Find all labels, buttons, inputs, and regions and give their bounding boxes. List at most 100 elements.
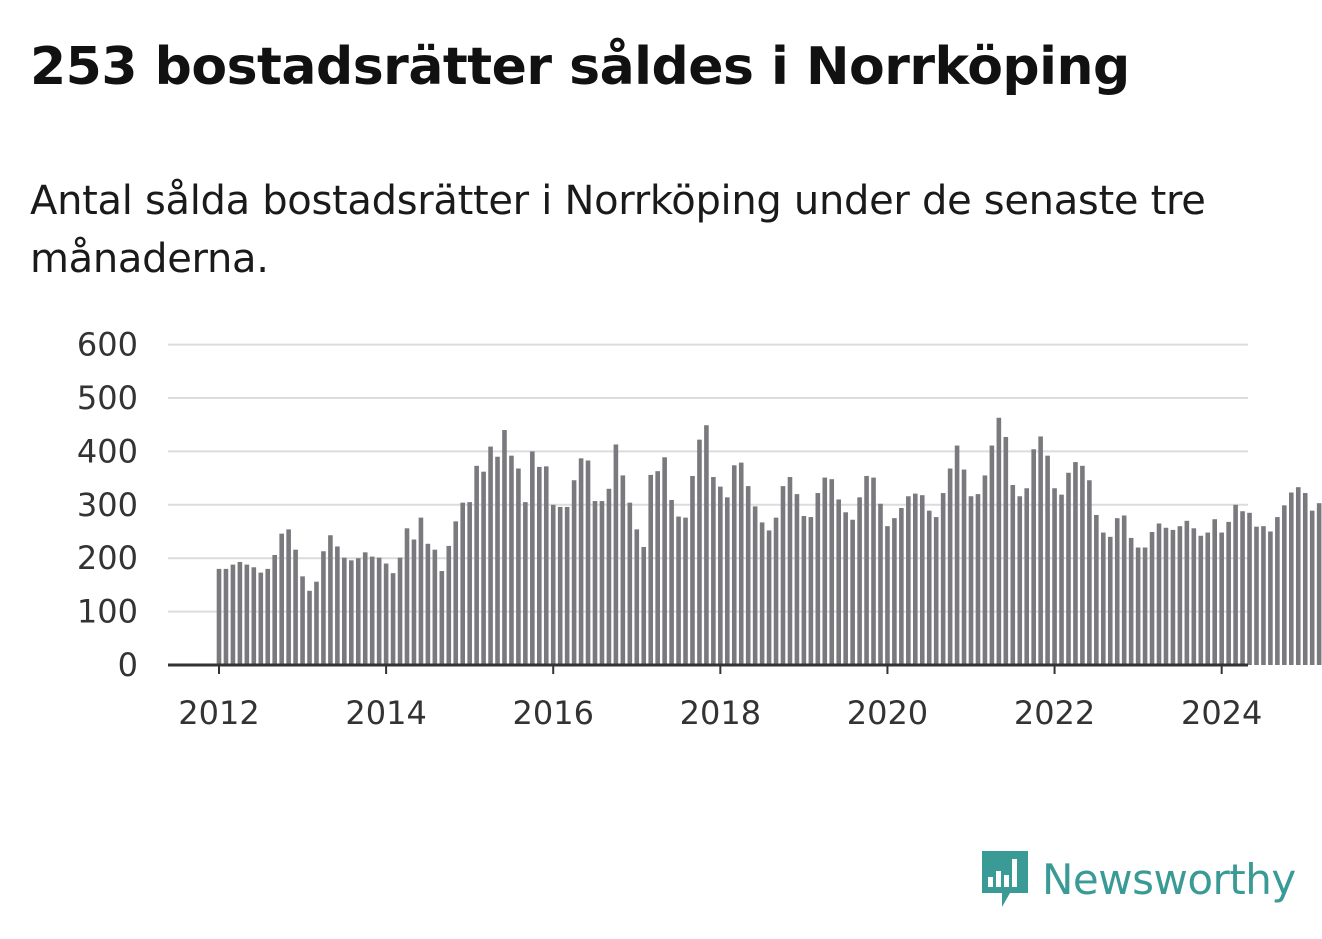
bar [975,494,981,665]
bar [251,567,257,665]
bar [1233,504,1238,665]
bar [766,530,772,665]
chart-subtitle: Antal sålda bostadsrätter i Norrköping u… [30,178,1206,282]
bar [1052,488,1057,665]
bar [731,465,737,665]
x-tick-label: 2012 [178,694,259,732]
bar [836,499,842,665]
bar [550,504,556,665]
x-tick-label: 2014 [345,694,426,732]
bar [467,502,472,665]
bar [947,468,953,665]
bar [314,581,319,665]
bar [585,460,591,665]
bar [411,539,417,665]
bar [1309,510,1315,665]
bar [237,561,243,665]
y-tick-label: 400 [77,432,138,470]
bar [794,494,800,665]
bar [1066,472,1071,665]
x-tick-label: 2022 [1014,694,1095,732]
bar [1128,537,1134,665]
bar [1316,503,1322,665]
bar [1094,514,1099,665]
bar [286,529,291,665]
bar [1212,519,1218,665]
bar [390,573,396,665]
bar [1024,488,1030,665]
bar [655,471,660,665]
bar [815,493,821,665]
bar [1073,462,1078,665]
bar [1149,532,1155,665]
bar [216,568,222,665]
bar [1142,547,1148,665]
bar [571,480,577,665]
bar [738,462,744,665]
bar [1101,532,1106,665]
bar [906,496,911,665]
bar [481,471,486,665]
bar [1170,529,1176,665]
bar [1059,494,1064,665]
x-tick-label: 2020 [847,694,928,732]
bar [1205,532,1211,665]
y-tick-label: 300 [77,486,138,524]
bar [557,506,563,665]
y-tick-label: 0 [118,646,138,684]
bar [648,474,654,665]
bar [808,517,814,665]
bar [460,502,466,665]
bar [801,516,807,665]
y-tick-label: 600 [77,326,138,364]
bar [418,517,424,665]
bar [725,497,730,665]
bar [265,568,271,665]
bar [592,501,598,665]
bar [996,417,1002,665]
bar [509,455,514,665]
bar [857,497,862,665]
bar [349,560,354,665]
bar [599,501,605,665]
bar [1191,528,1197,665]
bar [543,466,549,665]
bar [1087,480,1092,665]
bar [1114,518,1120,665]
bar [627,502,633,665]
x-tick-label: 2016 [513,694,594,732]
bar [968,496,974,665]
bar [850,519,855,665]
bar [1254,526,1259,665]
bar [989,445,995,665]
bar [620,475,626,665]
bar [697,439,702,665]
y-tick-label: 500 [77,379,138,417]
bar [1275,517,1280,665]
bar [564,506,570,665]
bar [397,557,403,665]
bar [822,477,828,665]
bar [321,551,326,665]
x-tick-label: 2024 [1181,694,1262,732]
bar [829,479,835,665]
newsworthy-brand[interactable]: Newsworthy [980,848,1296,910]
bar [606,488,612,665]
bar [335,546,340,665]
bar [871,477,876,665]
bar [1268,531,1273,665]
bar [878,503,883,665]
bar [578,458,584,665]
bar [1135,547,1141,665]
newsworthy-logo-icon [982,851,1028,907]
bar [1226,521,1231,665]
bar [780,486,786,665]
bar [279,533,284,665]
bar [1156,523,1162,665]
bar [1219,532,1224,665]
bar [961,469,967,665]
bar [383,563,389,665]
bar [913,493,918,665]
bar [1282,505,1287,665]
bar [752,506,758,665]
